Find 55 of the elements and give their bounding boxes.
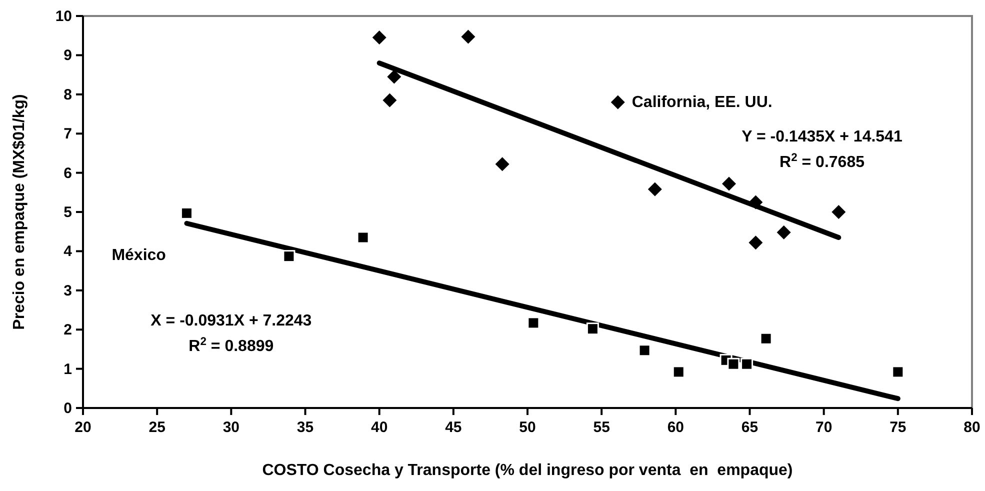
annotation: Y = -0.1435X + 14.541 [742, 128, 902, 146]
point [282, 250, 296, 263]
point [387, 70, 402, 84]
point [638, 344, 651, 357]
point [727, 358, 740, 370]
annotation: X = -0.0931X + 7.2243 [150, 312, 312, 330]
point [495, 157, 510, 172]
point [740, 358, 754, 370]
point [382, 93, 397, 108]
point [892, 366, 904, 378]
x-tick-label: 50 [519, 419, 536, 436]
x-tick-label: 60 [667, 419, 684, 436]
x-tick-label: 25 [148, 419, 166, 436]
y-tick-label: 5 [64, 204, 72, 221]
y-tick-label: 10 [55, 8, 72, 25]
y-tick-label: 8 [64, 86, 72, 104]
point [180, 206, 193, 220]
series-label: California, EE. UU. [632, 94, 772, 112]
point [722, 176, 736, 191]
point [748, 195, 763, 210]
x-tick-label: 65 [741, 419, 758, 436]
annotation: R$^{2}$ = 0.8899 [188, 336, 274, 356]
point [586, 322, 599, 336]
y-tick-label: 9 [64, 47, 72, 64]
point [760, 332, 772, 345]
y-tick-label: 1 [64, 360, 72, 378]
y-tick-label: 6 [64, 164, 72, 182]
point [832, 205, 846, 219]
x-tick-label: 70 [815, 419, 832, 436]
x-tick-label: 80 [964, 419, 980, 436]
x-tick-label: 35 [296, 419, 314, 436]
y-axis-title: Precio en empaque (MX$01/kg) [11, 94, 28, 330]
point [461, 30, 476, 44]
point [748, 236, 763, 250]
point [372, 30, 386, 45]
y-tick-label: 4 [64, 243, 73, 260]
x-axis-title: COSTO Cosecha y Transporte (% del ingreso por venta en empaque) [262, 462, 793, 479]
y-tick-label: 7 [64, 126, 72, 143]
y-tick-label: 2 [64, 322, 72, 339]
y-tick-label: 0 [64, 400, 72, 417]
text: México [112, 247, 166, 264]
point [776, 225, 791, 240]
x-tick-label: 75 [890, 419, 906, 436]
x-tick-label: 30 [222, 419, 240, 436]
annotation: R$^{2}$ = 0.7685 [780, 152, 865, 171]
x-tick-label: 55 [593, 419, 610, 436]
point [672, 366, 685, 378]
point [527, 316, 540, 330]
y-tick-label: 3 [64, 282, 72, 300]
x-tick-label: 40 [370, 419, 388, 436]
point [356, 231, 370, 244]
point [610, 95, 625, 110]
point [648, 182, 662, 196]
x-tick-label: 45 [445, 419, 462, 436]
x-tick-label: 20 [74, 419, 92, 436]
